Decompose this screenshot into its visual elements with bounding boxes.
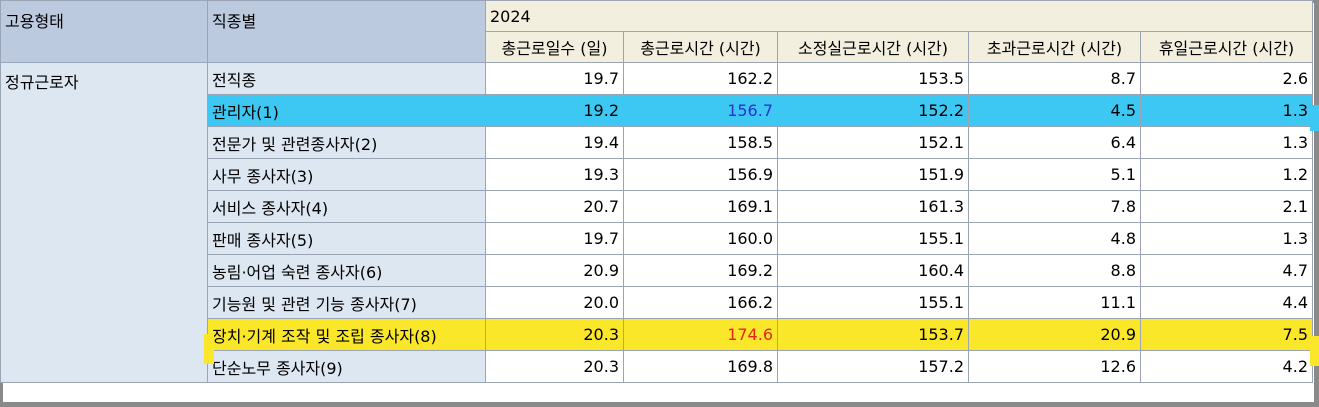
value-cell[interactable]: 169.8 — [623, 350, 778, 383]
value-cell[interactable]: 20.7 — [485, 190, 624, 223]
value-cell[interactable]: 157.2 — [777, 350, 969, 383]
value-cell[interactable]: 155.1 — [777, 286, 969, 319]
table-row: 기능원 및 관련 기능 종사자(7) 20.0 166.2 155.1 11.1… — [1, 286, 1313, 319]
value-cell[interactable]: 4.7 — [1140, 254, 1313, 287]
value-cell[interactable]: 19.7 — [485, 222, 624, 255]
occupation-cell[interactable]: 판매 종사자(5) — [207, 222, 486, 255]
header-row-measures: 총근로일수 (일) 총근로시간 (시간) 소정실근로시간 (시간) 초과근로시간… — [1, 31, 1313, 63]
value-cell[interactable]: 6.4 — [968, 126, 1141, 159]
header-employment-type[interactable]: 고용형태 — [0, 0, 208, 63]
occupation-cell[interactable]: 단순노무 종사자(9) — [207, 350, 486, 383]
value-cell[interactable]: 7.5 — [1140, 318, 1313, 351]
value-cell[interactable]: 155.1 — [777, 222, 969, 255]
occupation-cell[interactable]: 서비스 종사자(4) — [207, 190, 486, 223]
yellow-highlight-stroke-start — [204, 334, 214, 364]
value-cell[interactable]: 1.3 — [1140, 126, 1313, 159]
value-cell[interactable]: 19.4 — [485, 126, 624, 159]
value-cell[interactable]: 169.1 — [623, 190, 778, 223]
value-cell[interactable]: 2.1 — [1140, 190, 1313, 223]
occupation-cell[interactable]: 사무 종사자(3) — [207, 158, 486, 191]
table-row: 농림·어업 숙련 종사자(6) 20.9 169.2 160.4 8.8 4.7 — [1, 254, 1313, 287]
value-cell[interactable]: 152.2 — [777, 94, 969, 127]
value-cell[interactable]: 8.8 — [968, 254, 1141, 287]
value-cell[interactable]: 12.6 — [968, 350, 1141, 383]
value-cell[interactable]: 20.3 — [485, 318, 624, 351]
value-cell[interactable]: 161.3 — [777, 190, 969, 223]
occupation-cell[interactable]: 관리자(1) — [207, 94, 486, 127]
header-total-hours[interactable]: 총근로시간 (시간) — [623, 31, 778, 63]
yellow-highlight-stroke-end — [1310, 336, 1319, 366]
occupation-cell[interactable]: 전문가 및 관련종사자(2) — [207, 126, 486, 159]
value-cell[interactable]: 4.5 — [968, 94, 1141, 127]
header-regular-hours[interactable]: 소정실근로시간 (시간) — [777, 31, 969, 63]
value-cell[interactable]: 4.2 — [1140, 350, 1313, 383]
value-cell[interactable]: 20.9 — [968, 318, 1141, 351]
value-cell[interactable]: 153.5 — [777, 62, 969, 95]
value-cell[interactable]: 2.6 — [1140, 62, 1313, 95]
value-cell[interactable]: 11.1 — [968, 286, 1141, 319]
value-cell[interactable]: 151.9 — [777, 158, 969, 191]
value-cell[interactable]: 4.8 — [968, 222, 1141, 255]
value-cell[interactable]: 19.3 — [485, 158, 624, 191]
value-cell[interactable]: 160.0 — [623, 222, 778, 255]
value-cell[interactable]: 153.7 — [777, 318, 969, 351]
header-occupation[interactable]: 직종별 — [207, 0, 486, 63]
value-cell[interactable]: 169.2 — [623, 254, 778, 287]
occupation-cell[interactable]: 기능원 및 관련 기능 종사자(7) — [207, 286, 486, 319]
value-cell[interactable]: 20.0 — [485, 286, 624, 319]
value-cell[interactable]: 4.4 — [1140, 286, 1313, 319]
value-cell[interactable]: 158.5 — [623, 126, 778, 159]
header-row-year: 고용형태 직종별 2024 — [0, 0, 1313, 63]
value-cell[interactable]: 20.3 — [485, 350, 624, 383]
value-cell[interactable]: 8.7 — [968, 62, 1141, 95]
value-cell[interactable]: 20.9 — [485, 254, 624, 287]
table-row-highlighted-yellow: 장치·기계 조작 및 조립 종사자(8) 20.3 174.6 153.7 20… — [1, 318, 1313, 351]
header-overtime-hours[interactable]: 초과근로시간 (시간) — [968, 31, 1141, 63]
value-cell[interactable]: 156.9 — [623, 158, 778, 191]
table-row: 전문가 및 관련종사자(2) 19.4 158.5 152.1 6.4 1.3 — [1, 126, 1313, 159]
table-row: 단순노무 종사자(9) 20.3 169.8 157.2 12.6 4.2 — [1, 350, 1313, 383]
table-row: 사무 종사자(3) 19.3 156.9 151.9 5.1 1.2 — [1, 158, 1313, 191]
header-year[interactable]: 2024 — [485, 0, 1313, 32]
value-cell[interactable]: 156.7 — [623, 94, 778, 127]
employment-type-cell[interactable]: 정규근로자 — [0, 62, 208, 383]
value-cell[interactable]: 162.2 — [623, 62, 778, 95]
work-hours-table: 고용형태 직종별 2024 총근로일수 (일) 총근로시간 (시간) 소정실근로… — [0, 0, 1313, 383]
occupation-cell[interactable]: 전직종 — [207, 62, 486, 95]
blue-highlight-stroke-end — [1310, 105, 1319, 131]
value-cell[interactable]: 7.8 — [968, 190, 1141, 223]
header-total-workdays[interactable]: 총근로일수 (일) — [485, 31, 624, 63]
table-row-highlighted-blue: 관리자(1) 19.2 156.7 152.2 4.5 1.3 — [1, 94, 1313, 127]
value-cell[interactable]: 1.3 — [1140, 222, 1313, 255]
table-row: 판매 종사자(5) 19.7 160.0 155.1 4.8 1.3 — [1, 222, 1313, 255]
value-cell[interactable]: 160.4 — [777, 254, 969, 287]
value-cell[interactable]: 5.1 — [968, 158, 1141, 191]
value-cell[interactable]: 1.3 — [1140, 94, 1313, 127]
value-cell[interactable]: 174.6 — [623, 318, 778, 351]
value-cell[interactable]: 1.2 — [1140, 158, 1313, 191]
value-cell[interactable]: 19.2 — [485, 94, 624, 127]
occupation-cell[interactable]: 장치·기계 조작 및 조립 종사자(8) — [207, 318, 486, 351]
table-row: 정규근로자 전직종 19.7 162.2 153.5 8.7 2.6 — [0, 62, 1313, 383]
value-cell[interactable]: 19.7 — [485, 62, 624, 95]
value-cell[interactable]: 152.1 — [777, 126, 969, 159]
header-holiday-hours[interactable]: 휴일근로시간 (시간) — [1140, 31, 1313, 63]
value-cell[interactable]: 166.2 — [623, 286, 778, 319]
occupation-cell[interactable]: 농림·어업 숙련 종사자(6) — [207, 254, 486, 287]
